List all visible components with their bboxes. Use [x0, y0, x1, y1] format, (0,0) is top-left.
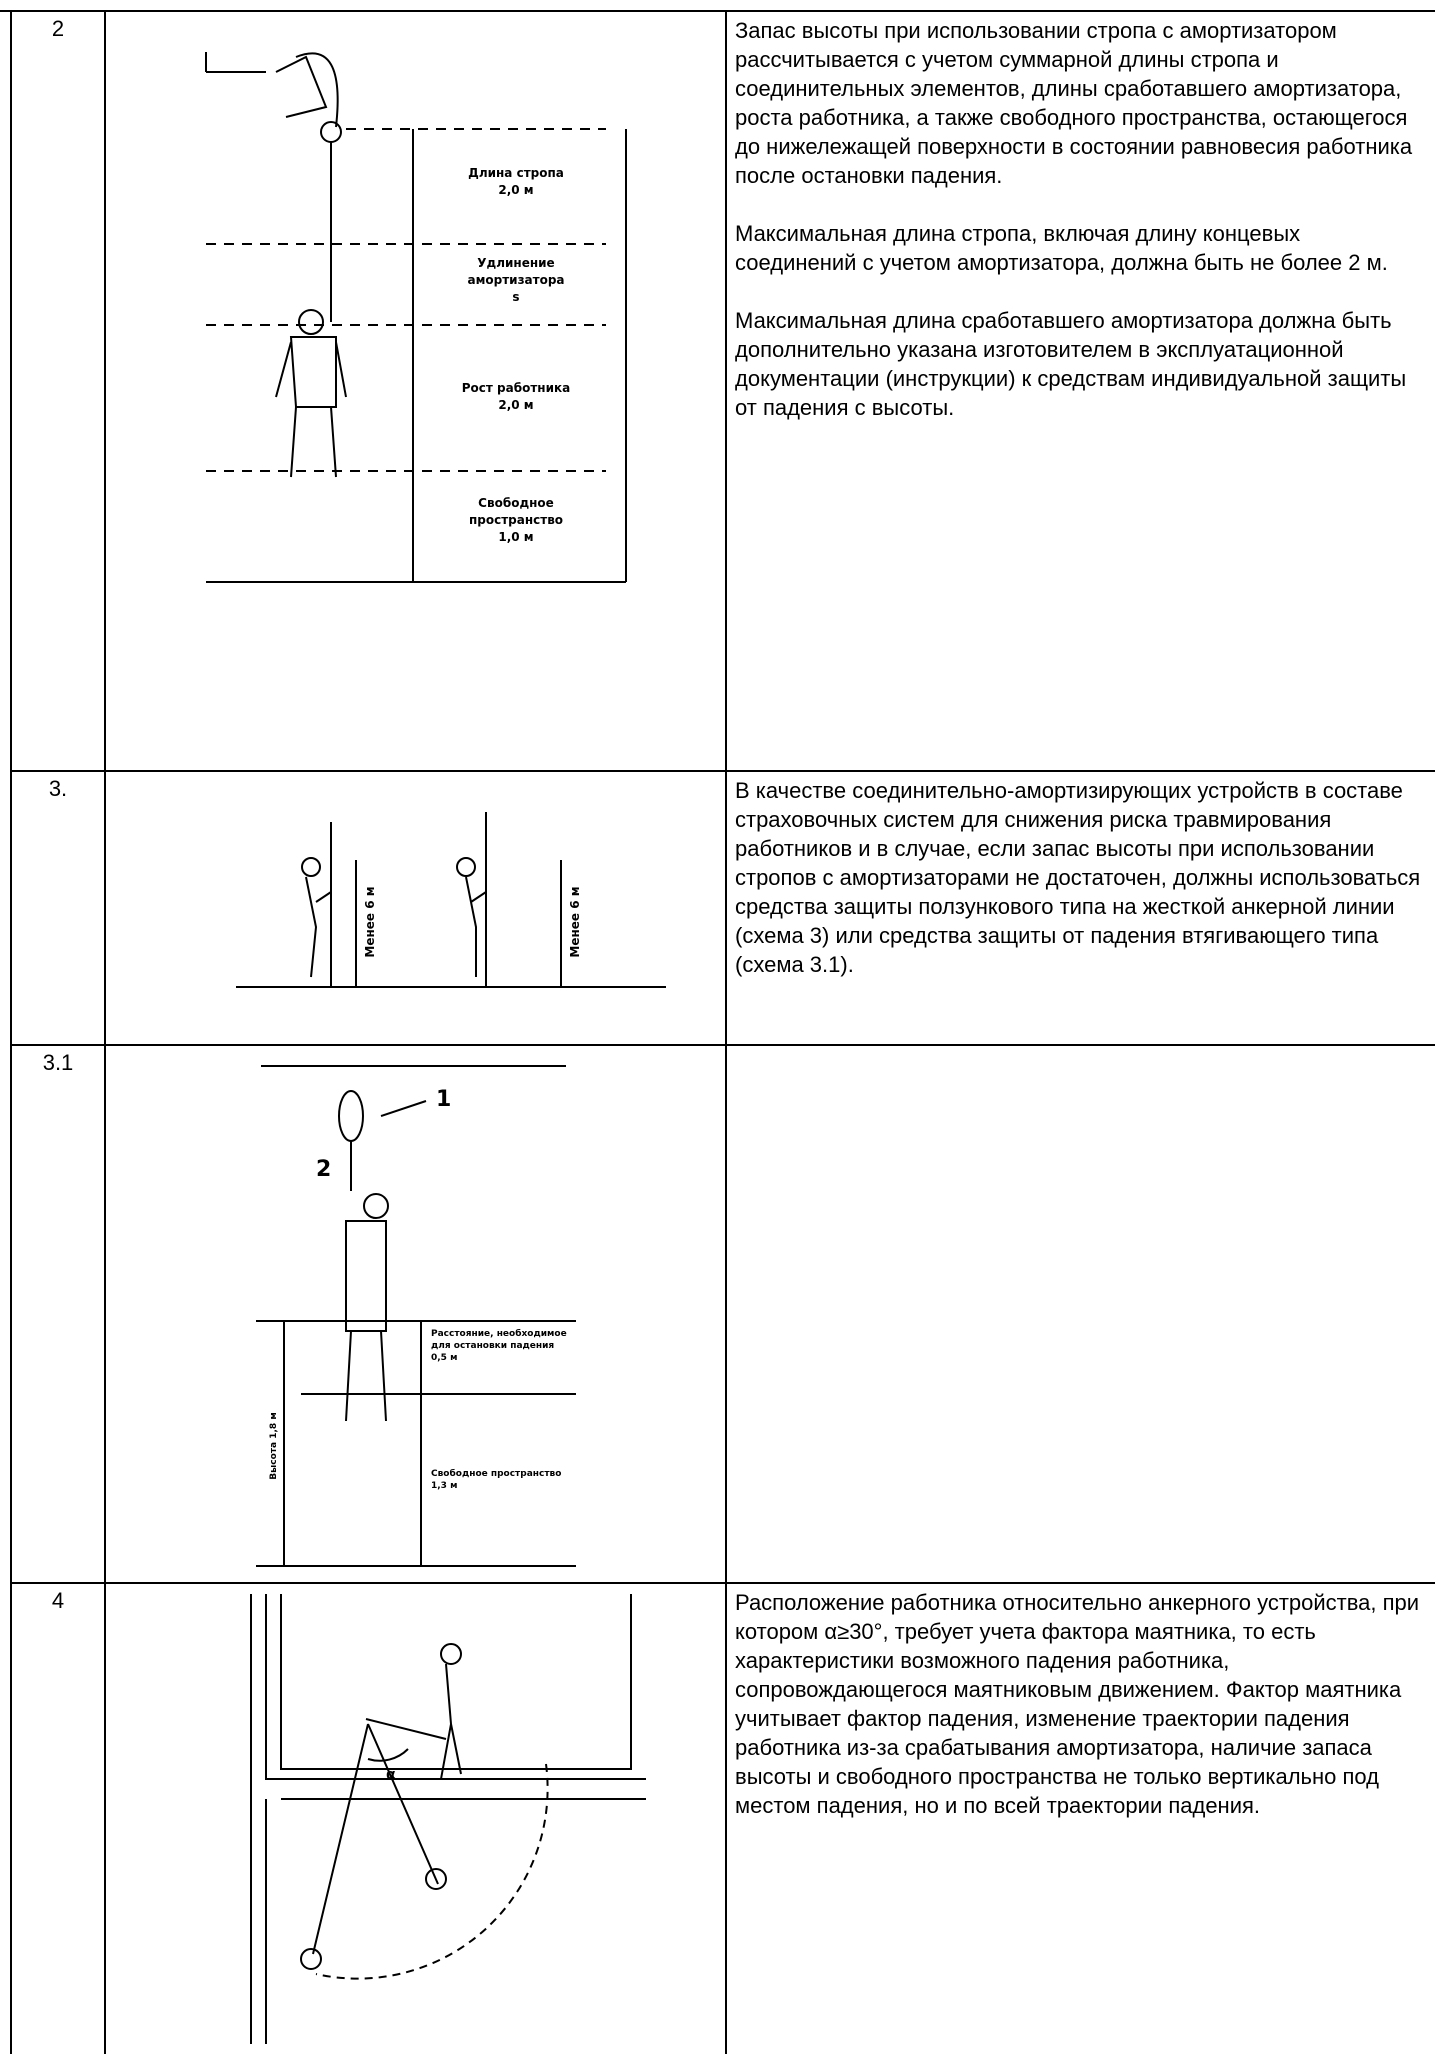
- figure-label: s: [512, 290, 519, 304]
- figure-label: Расстояние, необходимое: [431, 1328, 567, 1339]
- row-number: 3.1: [10, 1044, 104, 1582]
- worker: [275, 52, 339, 128]
- retractable-device: [338, 1090, 364, 1142]
- worker-body: [305, 876, 332, 978]
- figure: 1 2 Расстояние, необходимое для остановк…: [256, 1065, 576, 1567]
- figure-label: 0,5 м: [431, 1353, 457, 1363]
- angle-arc: [367, 1748, 409, 1762]
- figure-label: 2,0 м: [498, 398, 533, 412]
- figure-label: α: [386, 1767, 396, 1783]
- figure-label: пространство: [469, 513, 563, 527]
- figure: Длина стропа 2,0 м Удлинение амортизатор…: [205, 52, 627, 583]
- figure: Менее 6 м Менее 6 м: [236, 812, 666, 988]
- paragraph: Максимальная длина сработавшего амортиза…: [735, 308, 1407, 420]
- worker-head: [440, 1643, 462, 1665]
- figure-label: Удлинение: [477, 256, 554, 270]
- figure: α: [250, 1594, 646, 2044]
- figure-cell: Менее 6 м Менее 6 м: [104, 770, 725, 1044]
- anchor: [320, 121, 342, 143]
- row-number: 4: [10, 1582, 104, 2054]
- worker-body: [465, 876, 487, 977]
- worker-body: [345, 1220, 387, 1422]
- row-number: 2: [10, 10, 104, 770]
- worker-body: [275, 336, 347, 478]
- figure-label: Высота 1,8 м: [269, 1412, 279, 1479]
- paragraph: Максимальная длина стропа, включая длину…: [735, 221, 1388, 275]
- figure-label: 2: [316, 1157, 331, 1182]
- worker-head: [456, 857, 476, 877]
- trajectory: [315, 1763, 549, 1980]
- paragraph: В качестве соединительно-амортизирующих …: [735, 778, 1421, 977]
- platform: [205, 52, 266, 73]
- figure-label: 1,3 м: [431, 1481, 457, 1491]
- figure-label: Менее 6 м: [363, 886, 377, 957]
- dashed-levels: [206, 128, 606, 472]
- worker-body: [440, 1663, 462, 1780]
- text-cell: В качестве соединительно-амортизирующих …: [725, 770, 1435, 1044]
- paragraph: Запас высоты при использовании стропа с …: [735, 18, 1413, 188]
- paragraph: Расположение работника относительно анке…: [735, 1590, 1420, 1818]
- figure-label: 1: [436, 1087, 451, 1112]
- worker-head: [363, 1193, 389, 1219]
- figure-label: Свободное пространство: [431, 1468, 561, 1479]
- empty-cell: [725, 1044, 1435, 1582]
- figure-label: 1,0 м: [498, 530, 533, 544]
- figure-cell: 1 2 Расстояние, необходимое для остановк…: [104, 1044, 725, 1582]
- figure-label: 2,0 м: [498, 183, 533, 197]
- figure-label: Длина стропа: [468, 166, 564, 180]
- text-cell: Расположение работника относительно анке…: [725, 1582, 1435, 2054]
- figure-label: амортизатора: [467, 273, 564, 287]
- worker-head: [425, 1868, 447, 1890]
- worker-head: [301, 857, 321, 877]
- row-number: 3.: [10, 770, 104, 1044]
- lanyards: [312, 1718, 447, 1955]
- figure-label: Менее 6 м: [568, 886, 582, 957]
- figure-label: Рост работника: [462, 381, 571, 395]
- worker-head: [298, 309, 324, 335]
- figure-cell: Длина стропа 2,0 м Удлинение амортизатор…: [104, 10, 725, 770]
- pointer: [380, 1100, 427, 1117]
- worker-head: [300, 1948, 322, 1970]
- figure-label: для остановки падения: [431, 1341, 554, 1351]
- figure-label: Свободное: [478, 496, 554, 510]
- structure: [250, 1594, 646, 2044]
- text-cell: Запас высоты при использовании стропа с …: [725, 10, 1435, 770]
- figure-cell: α: [104, 1582, 725, 2054]
